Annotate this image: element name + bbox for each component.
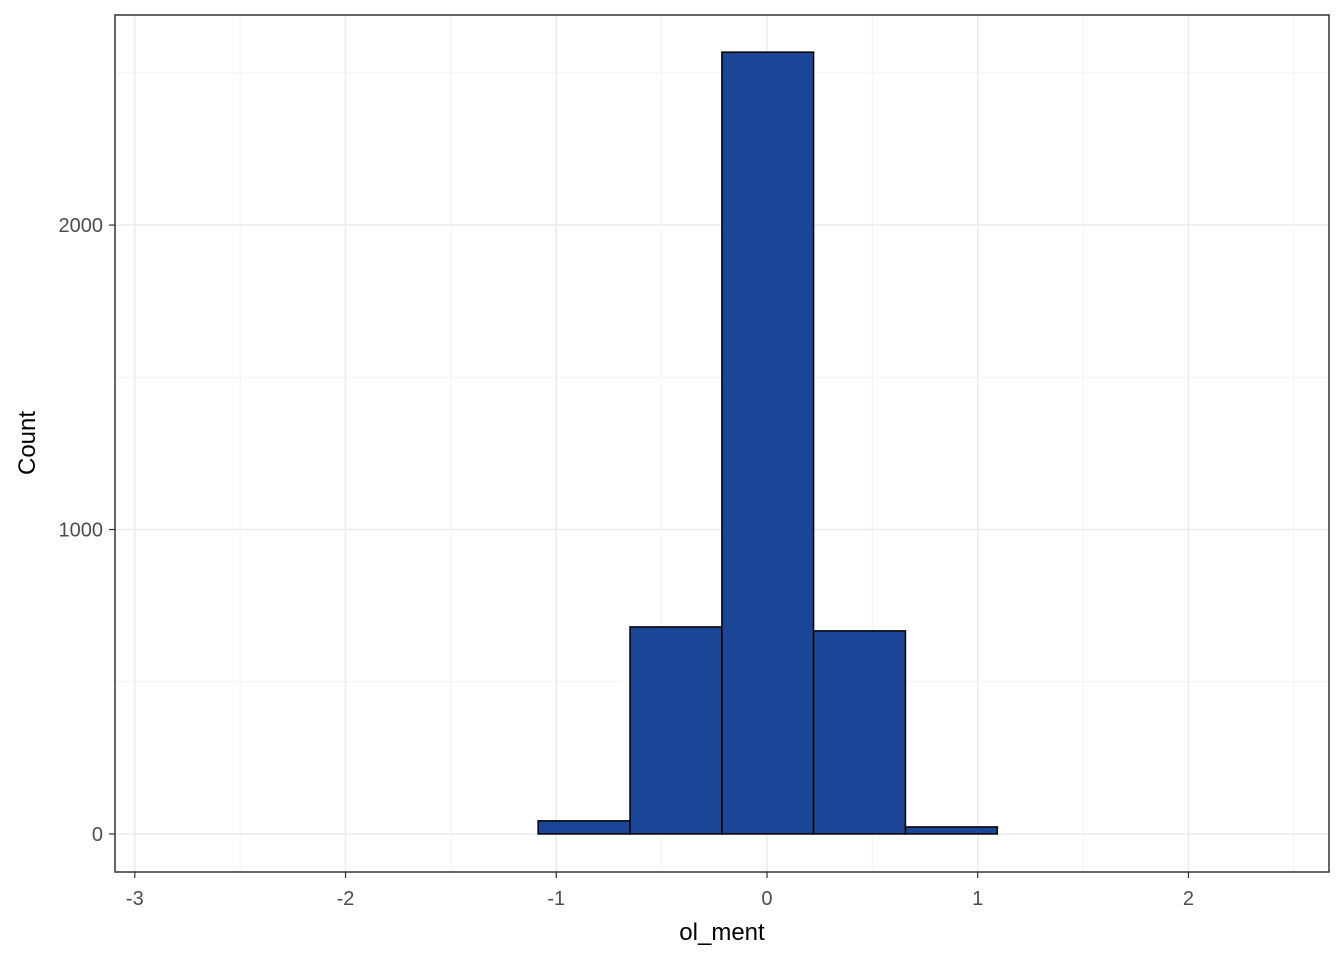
- x-tick-label: 0: [761, 888, 772, 910]
- x-tick-label: 2: [1183, 888, 1194, 910]
- bar: [812, 630, 907, 835]
- bar: [537, 820, 631, 835]
- x-tick-label: 1: [972, 888, 983, 910]
- y-tick-label: 0: [92, 824, 103, 846]
- x-axis-title: ol_ment: [679, 919, 765, 946]
- plot-border: [114, 14, 1330, 873]
- bar: [904, 826, 999, 835]
- x-tick-label: -1: [547, 888, 565, 910]
- x-tick-label: -3: [126, 888, 144, 910]
- y-axis-title: Count: [14, 411, 41, 475]
- x-tick-label: -2: [337, 888, 355, 910]
- y-tick-label: 1000: [59, 520, 104, 542]
- y-tick-label: 2000: [59, 215, 104, 237]
- bar: [721, 51, 815, 835]
- bar: [629, 626, 723, 835]
